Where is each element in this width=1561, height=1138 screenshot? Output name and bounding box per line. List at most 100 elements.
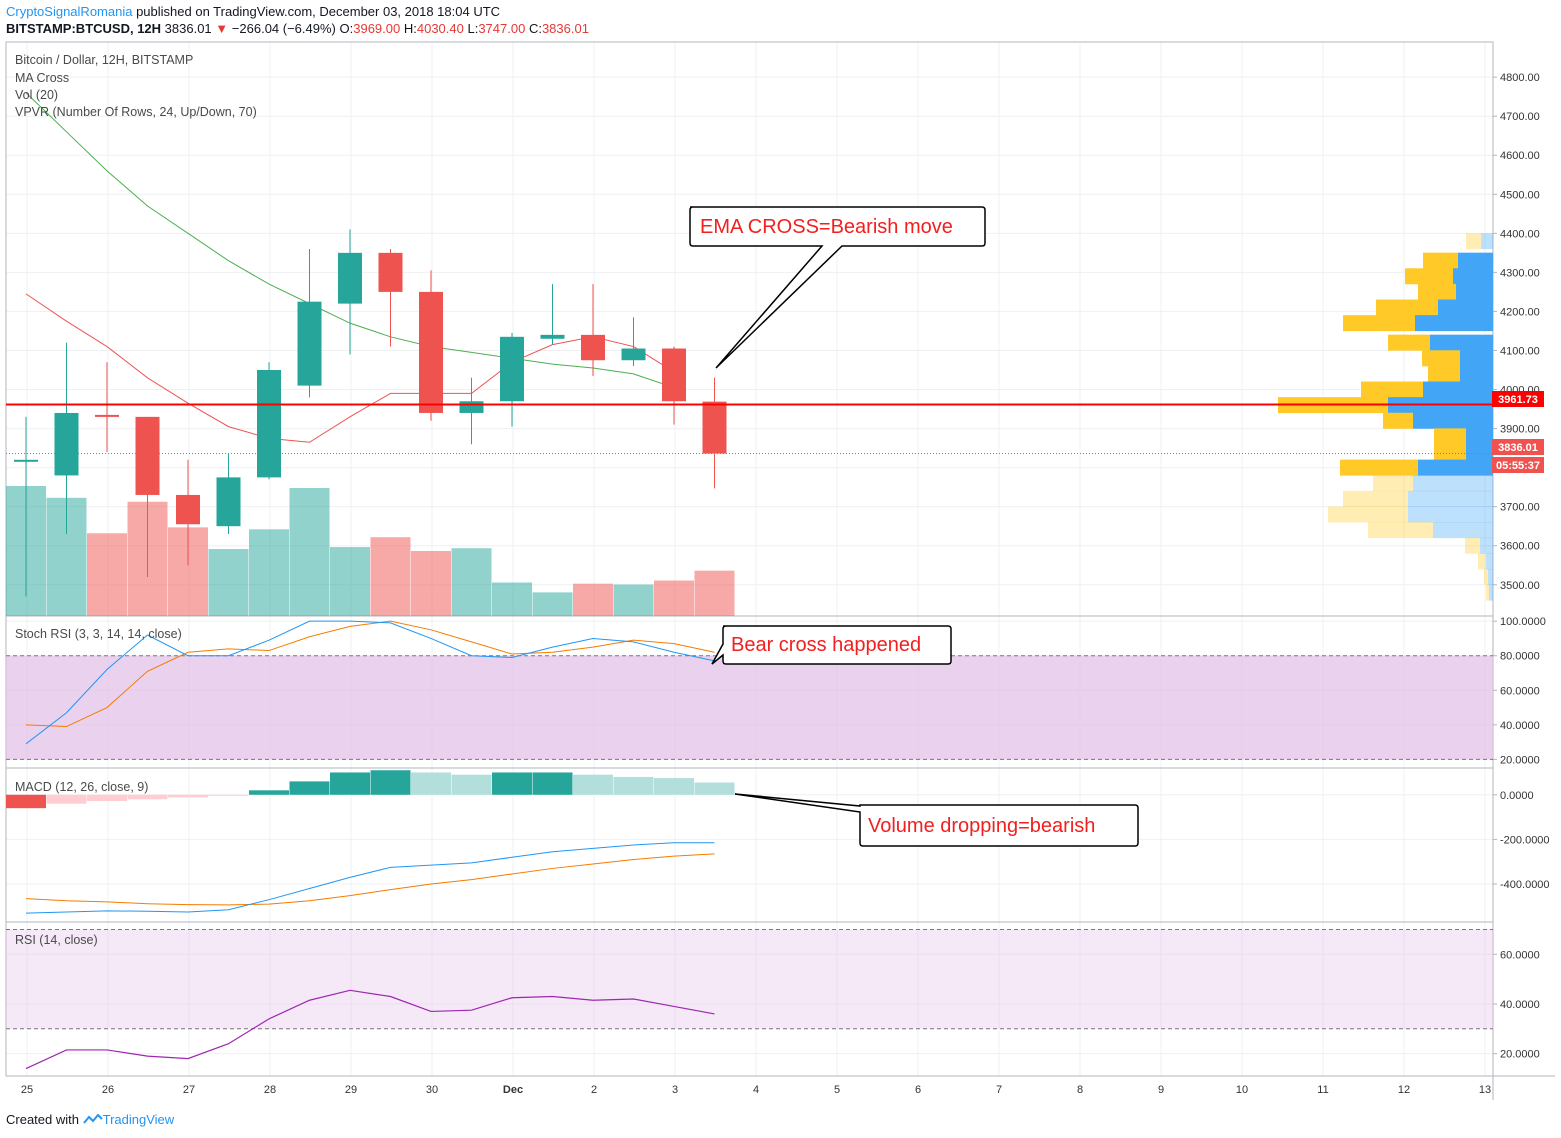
legend-vol: Vol (20) <box>15 88 58 102</box>
countdown-text: 05:55:37 <box>1496 460 1540 472</box>
osc-band-fill <box>6 655 1493 760</box>
volume-bar <box>613 584 654 616</box>
author-link[interactable]: CryptoSignalRomania <box>6 4 133 19</box>
volume-profile-buy <box>1405 268 1453 285</box>
annotation-ema[interactable]: EMA CROSS=Bearish move <box>689 206 986 369</box>
price-tick-label: 4400.00 <box>1500 228 1540 240</box>
candle-body <box>378 252 403 292</box>
macd-line <box>25 842 715 914</box>
symbol-line: BITSTAMP:BTCUSD, 12H 3836.01 ▼ −266.04 (… <box>6 21 589 36</box>
candle-body <box>581 334 605 361</box>
time-tick-label: 28 <box>264 1084 276 1096</box>
macd-histogram-bar <box>613 776 654 795</box>
time-tick-label: 11 <box>1317 1084 1328 1096</box>
osc-tick-label: 20.0000 <box>1500 1049 1540 1061</box>
osc-tick-label: 0.0000 <box>1500 790 1534 802</box>
change-down-icon: ▼ <box>215 21 229 36</box>
close-value: 3836.01 <box>541 21 589 36</box>
price-axis: 4800.00 4700.00 4600.00 4500.00 4400.00 4300.… <box>1493 72 1540 592</box>
stoch-d-line <box>25 620 715 728</box>
candle-body <box>14 459 38 462</box>
volume-profile-sell <box>1408 490 1493 507</box>
volume-profile-buy <box>1478 553 1486 570</box>
macd-axis: 0.0000 -200.0000 -400.0000 <box>1493 790 1550 891</box>
osc-tick-label: 100.0000 <box>1500 616 1546 628</box>
volume-profile-buy <box>1343 315 1415 332</box>
candle-body <box>54 412 79 476</box>
osc-tick-label: 60.0000 <box>1500 949 1540 961</box>
volume-profile-buy <box>1418 283 1456 300</box>
open-value: 3969.00 <box>353 21 401 36</box>
stoch-band <box>6 655 1493 760</box>
macd-pane[interactable]: MACD (12, 26, close, 9) 0.0000 -200.0000 -… <box>6 770 1550 914</box>
volume-bar <box>87 533 127 616</box>
time-tick-label: 10 <box>1236 1084 1248 1096</box>
volume-profile-buy <box>1434 428 1466 445</box>
candle-body <box>338 252 362 304</box>
volume-bars <box>6 486 735 616</box>
legend-vpvr: VPVR (Number Of Rows, 24, Up/Down, 70) <box>15 105 257 119</box>
osc-tick-label: 60.0000 <box>1500 685 1540 697</box>
price-tick-label: 4500.00 <box>1500 189 1540 201</box>
time-tick-label: 3 <box>672 1084 678 1096</box>
time-tick-label: 27 <box>183 1084 195 1096</box>
candle-body <box>257 370 281 478</box>
volume-profile-buy <box>1388 334 1430 351</box>
volume-profile-sell <box>1460 365 1493 382</box>
footer-brand[interactable]: TradingView <box>102 1112 175 1127</box>
ma-short-line <box>25 293 675 443</box>
osc-tick-label: 40.0000 <box>1500 999 1540 1011</box>
last-price: 3836.01 <box>164 21 212 36</box>
price-tick-label: 3700.00 <box>1500 502 1540 514</box>
annotation-volume-text: Volume dropping=bearish <box>868 815 1095 837</box>
price-pane[interactable]: Bitcoin / Dollar, 12H, BITSTAMP MA Cross… <box>6 53 1540 616</box>
annotation-bear[interactable]: Bear cross happened <box>711 625 952 665</box>
volume-profile-sell <box>1430 334 1493 351</box>
price-tick-label: 4300.00 <box>1500 267 1540 279</box>
rsi-line <box>25 989 715 1070</box>
pane-frames <box>5 41 1555 1100</box>
high-label: H: <box>403 21 417 36</box>
volume-profile-sell <box>1418 459 1493 476</box>
macd-histogram-bar <box>330 772 370 795</box>
volume-profile-sell <box>1453 268 1493 285</box>
macd-histogram-bar <box>694 782 735 795</box>
volume-profile-sell <box>1413 412 1493 429</box>
macd-histogram-bar <box>492 772 532 795</box>
price-tick-label: 4800.00 <box>1500 72 1540 84</box>
legend-title: Bitcoin / Dollar, 12H, BITSTAMP <box>15 53 193 67</box>
volume-bar <box>451 548 492 616</box>
volume-profile-sell <box>1408 506 1493 523</box>
volume-profile-sell <box>1423 381 1493 398</box>
osc-tick-label: 40.0000 <box>1500 720 1540 732</box>
volume-profile-sell <box>1456 283 1493 300</box>
volume-bar <box>654 580 694 616</box>
volume-profile <box>1278 233 1493 601</box>
macd-histogram-bar <box>289 781 330 795</box>
price-tick-label: 3900.00 <box>1500 424 1540 436</box>
rsi-axis: 60.0000 40.0000 20.0000 <box>1493 949 1540 1061</box>
price-tag-line-text: 3961.73 <box>1498 394 1538 406</box>
volume-profile-buy <box>1465 537 1480 554</box>
price-tag-close: 3836.01 05:55:37 <box>1492 439 1544 473</box>
high-value: 4030.40 <box>416 21 464 36</box>
volume-profile-buy <box>1328 506 1408 523</box>
osc-tick-label: -400.0000 <box>1500 879 1550 891</box>
stoch-rsi-pane[interactable]: Stoch RSI (3, 3, 14, 14, close) 100.0000… <box>6 616 1546 766</box>
stoch-k-line <box>25 620 715 745</box>
volume-bar <box>492 582 532 616</box>
macd-histogram-bar <box>249 790 289 795</box>
open-label: O: <box>339 21 354 36</box>
legend-stoch: Stoch RSI (3, 3, 14, 14, close) <box>15 627 182 641</box>
annotation-volume[interactable]: Volume dropping=bearish <box>734 793 1139 847</box>
price-change: −266.04 (−6.49%) <box>231 21 336 36</box>
time-tick-label: 8 <box>1077 1084 1083 1096</box>
candle-body <box>540 334 565 339</box>
osc-tick-label: 80.0000 <box>1500 651 1540 663</box>
volume-profile-sell <box>1433 522 1493 539</box>
time-tick-label: 13 <box>1479 1084 1491 1096</box>
rsi-pane[interactable]: RSI (14, close) 60.0000 40.0000 20.0000 <box>6 928 1540 1070</box>
volume-bar <box>532 592 573 616</box>
volume-profile-buy <box>1428 365 1460 382</box>
